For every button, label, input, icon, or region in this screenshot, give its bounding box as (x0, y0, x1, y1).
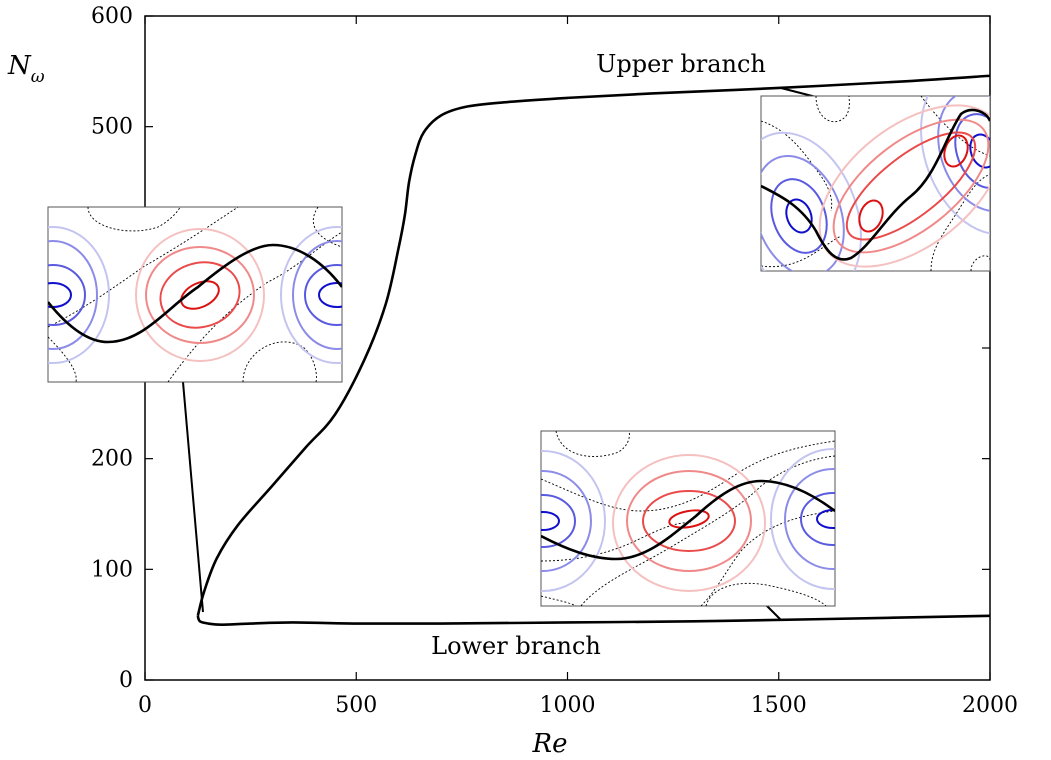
y-tick-label: 100 (91, 557, 133, 582)
series-layer (196, 74, 991, 626)
inset-middle-connector (765, 604, 782, 621)
inset-left-flow-field (47, 206, 343, 383)
inset-right-flow-field (760, 95, 991, 272)
annotation-upper-branch: Upper branch (596, 50, 766, 78)
y-axis-label: Nω (7, 51, 45, 87)
x-tick-label: 1000 (540, 693, 596, 718)
series-line-lower-branch (196, 614, 991, 626)
annotation-lower-branch: Lower branch (431, 632, 601, 660)
y-tick-label: 500 (91, 115, 133, 140)
series-line-upper-branch (196, 74, 991, 617)
x-axis-label: Re (532, 729, 568, 759)
x-tick-label: 500 (335, 693, 377, 718)
y-tick-label: 600 (91, 4, 133, 29)
tick-labels: 0 500 1000 1500 2000 0 100 200 500 600 (91, 4, 1018, 718)
y-axis-label-subscript: ω (31, 67, 45, 87)
inset-middle-flow-field (540, 430, 836, 607)
x-tick-label: 2000 (962, 693, 1018, 718)
y-tick-label: 200 (91, 447, 133, 472)
x-tick-label: 0 (138, 693, 152, 718)
y-tick-label: 0 (119, 668, 133, 693)
tick-marks (144, 15, 991, 681)
inset-left-connector (182, 381, 204, 613)
x-tick-label: 1500 (751, 693, 807, 718)
